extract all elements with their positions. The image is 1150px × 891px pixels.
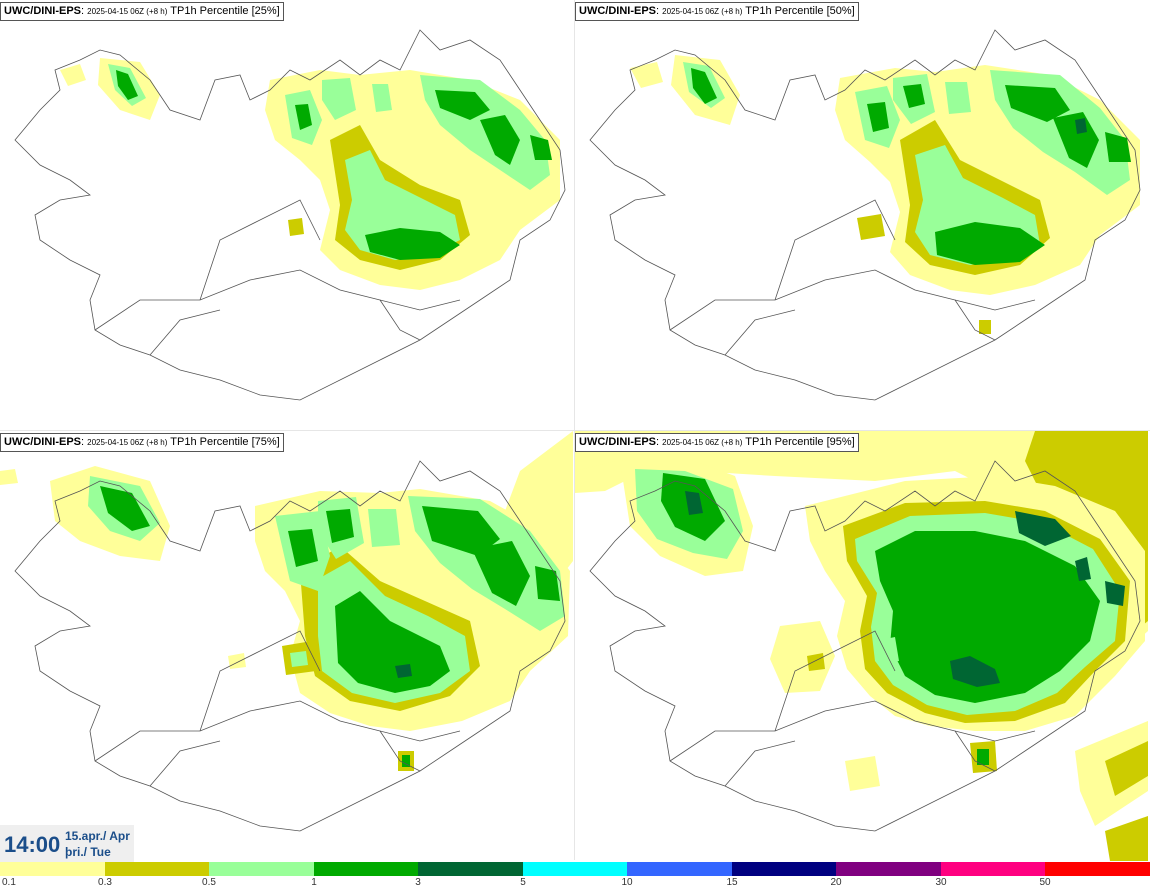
legend-tick-label: 30 xyxy=(935,877,947,888)
legend-tick-label: 5 xyxy=(520,877,526,888)
run-info: 2025-04-15 06Z (+8 h) xyxy=(87,438,168,447)
run-info: 2025-04-15 06Z (+8 h) xyxy=(662,438,743,447)
percentile-label: TP1h Percentile [25%] xyxy=(170,5,280,17)
legend-tick-label: 1 xyxy=(311,877,317,888)
model-name: UWC/DINI-EPS xyxy=(579,5,656,17)
map-panel-p25: UWC/DINI-EPS: 2025-04-15 06Z (+8 h) TP1h… xyxy=(0,0,573,430)
panel-title: UWC/DINI-EPS: 2025-04-15 06Z (+8 h) TP1h… xyxy=(575,2,859,21)
percentile-label: TP1h Percentile [75%] xyxy=(170,436,280,448)
legend-swatch xyxy=(522,862,628,876)
legend-swatch xyxy=(104,862,210,876)
color-legend-bar xyxy=(0,862,1150,876)
precip-layer xyxy=(60,58,560,290)
precip-map-p75 xyxy=(0,431,573,832)
legend-swatch xyxy=(836,862,941,876)
legend-swatch xyxy=(418,862,523,876)
coastline xyxy=(589,29,1141,401)
legend-tick-label: 20 xyxy=(830,877,842,888)
color-legend-ticks: 0.1 0.3 0.5 1 3 5 10 15 20 30 50 xyxy=(0,877,1150,891)
coastline xyxy=(14,29,566,401)
precip-layer xyxy=(630,55,1140,334)
coastline xyxy=(589,460,1141,832)
legend-swatch xyxy=(940,862,1046,876)
legend-tick-label: 0.3 xyxy=(98,877,112,888)
map-panel-p50: UWC/DINI-EPS: 2025-04-15 06Z (+8 h) TP1h… xyxy=(575,0,1148,430)
legend-swatch xyxy=(627,862,732,876)
legend-tick-label: 0.1 xyxy=(2,877,16,888)
model-name: UWC/DINI-EPS xyxy=(579,436,656,448)
run-info: 2025-04-15 06Z (+8 h) xyxy=(87,7,168,16)
legend-tick-label: 50 xyxy=(1039,877,1051,888)
valid-weekday: þri./ Tue xyxy=(65,845,111,859)
legend-tick-label: 15 xyxy=(726,877,738,888)
legend-tick-label: 0.5 xyxy=(202,877,216,888)
coastline xyxy=(14,460,566,832)
percentile-label: TP1h Percentile [95%] xyxy=(745,436,855,448)
legend-swatch xyxy=(313,862,419,876)
legend-swatch xyxy=(0,862,105,876)
legend-swatch xyxy=(209,862,314,876)
legend-tick-label: 10 xyxy=(621,877,633,888)
precip-map-p95 xyxy=(575,431,1148,861)
panel-title: UWC/DINI-EPS: 2025-04-15 06Z (+8 h) TP1h… xyxy=(0,2,284,21)
map-panel-p75: UWC/DINI-EPS: 2025-04-15 06Z (+8 h) TP1h… xyxy=(0,431,573,861)
legend-tick-label: 3 xyxy=(415,877,421,888)
run-info: 2025-04-15 06Z (+8 h) xyxy=(662,7,743,16)
panel-divider-horizontal xyxy=(0,430,1150,431)
precip-map-p50 xyxy=(589,29,1141,401)
precip-layer xyxy=(0,431,573,771)
percentile-label: TP1h Percentile [50%] xyxy=(745,5,855,17)
valid-time-box: 14:00 15.apr./ Apr þri./ Tue xyxy=(0,825,134,862)
model-name: UWC/DINI-EPS xyxy=(4,436,81,448)
map-panel-p95: UWC/DINI-EPS: 2025-04-15 06Z (+8 h) TP1h… xyxy=(575,431,1148,861)
precip-layer xyxy=(575,431,1148,861)
model-name: UWC/DINI-EPS xyxy=(4,5,81,17)
legend-swatch xyxy=(731,862,837,876)
precip-map-p25 xyxy=(14,29,566,401)
panel-title: UWC/DINI-EPS: 2025-04-15 06Z (+8 h) TP1h… xyxy=(575,433,859,452)
panel-title: UWC/DINI-EPS: 2025-04-15 06Z (+8 h) TP1h… xyxy=(0,433,284,452)
valid-date: 15.apr./ Apr xyxy=(65,829,130,843)
valid-time: 14:00 xyxy=(4,832,61,857)
legend-swatch xyxy=(1045,862,1150,876)
